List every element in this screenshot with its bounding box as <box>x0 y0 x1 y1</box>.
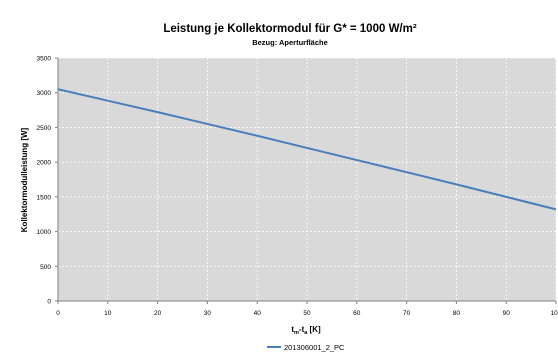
y-axis-label: Kollektormodulleistung [W] <box>20 127 29 232</box>
x-tick-label: 90 <box>503 310 511 317</box>
x-tick-label: 20 <box>154 310 162 317</box>
x-axis-label-t: t <box>291 325 294 334</box>
y-tick-label: 500 <box>40 264 51 271</box>
series-line <box>57 88 557 211</box>
x-axis-label-sub-a: a <box>304 330 308 336</box>
grid-lines <box>58 57 557 301</box>
legend-label: 201306001_2_PC <box>284 343 345 352</box>
x-axis-label-minus-t: -t <box>299 325 305 334</box>
y-tick-label: 3000 <box>37 90 52 97</box>
tick-labels: 0102030405060708090100050010001500200025… <box>37 56 558 318</box>
x-axis-label-unit: [K] <box>307 325 321 334</box>
x-tick-label: 30 <box>204 310 212 317</box>
y-tick-label: 1500 <box>37 194 52 201</box>
series-layer <box>57 88 557 211</box>
chart-subtitle: Bezug: Aperturfläche <box>252 38 328 47</box>
y-tick-label: 2500 <box>37 125 52 132</box>
chart-title: Leistung je Kollektormodul für G* = 1000… <box>163 23 417 35</box>
x-tick-label: 10 <box>104 310 112 317</box>
x-axis-label-sub-m: m <box>294 330 299 336</box>
x-tick-label: 70 <box>403 310 411 317</box>
y-tick-label: 1000 <box>37 229 52 236</box>
y-tick-label: 2000 <box>37 160 52 167</box>
x-tick-label: 40 <box>254 310 262 317</box>
y-tick-label: 0 <box>47 299 51 306</box>
x-tick-label: 80 <box>453 310 461 317</box>
legend: 201306001_2_PC <box>267 343 345 352</box>
x-tick-label: 50 <box>303 310 311 317</box>
y-tick-label: 3500 <box>37 56 52 63</box>
axes <box>55 57 557 304</box>
x-tick-label: 60 <box>353 310 361 317</box>
x-tick-label: 100 <box>551 310 558 317</box>
x-tick-label: 0 <box>56 310 60 317</box>
x-axis-label: tm-ta [K] <box>291 325 321 336</box>
